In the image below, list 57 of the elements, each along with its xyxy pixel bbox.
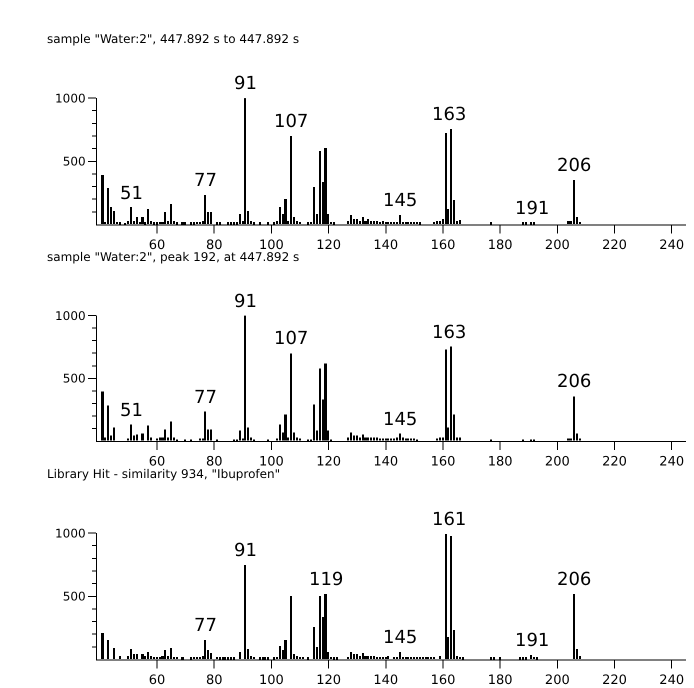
x-tick-label: 80 — [206, 454, 223, 470]
x-tick-label: 200 — [544, 673, 570, 688]
x-tick-label: 60 — [148, 454, 166, 470]
annotation: 206 — [557, 155, 592, 176]
annotation: 163 — [432, 322, 466, 343]
annotation: 107 — [274, 328, 308, 349]
annotation: 107 — [274, 111, 308, 132]
annotation: 206 — [557, 569, 592, 590]
x-tick-label: 160 — [430, 454, 456, 470]
y-tick-label: 1000 — [55, 91, 86, 106]
annotation: 191 — [515, 198, 550, 219]
annotation: 51 — [120, 183, 143, 204]
chart-title: Library Hit - similarity 934, "Ibuprofen" — [47, 467, 280, 481]
annotation: 91 — [234, 540, 257, 561]
x-tick-label: 140 — [373, 238, 398, 254]
annotation: 145 — [383, 190, 418, 211]
x-tick-label: 240 — [659, 673, 684, 688]
x-tick-label: 100 — [258, 673, 284, 688]
x-tick-label: 160 — [430, 238, 456, 254]
y-tick-label: 1000 — [55, 308, 86, 323]
annotation: 191 — [515, 630, 550, 651]
x-tick-label: 120 — [316, 454, 342, 470]
annotation: 91 — [234, 73, 257, 94]
x-tick-label: 240 — [659, 454, 684, 470]
annotation: 145 — [383, 627, 418, 648]
x-tick-label: 100 — [258, 454, 284, 470]
x-tick-label: 140 — [373, 673, 398, 688]
y-tick-label: 1000 — [55, 526, 86, 540]
annotation: 77 — [194, 387, 217, 408]
annotation: 77 — [194, 615, 217, 636]
annotation: 91 — [234, 291, 257, 312]
annotation: 161 — [432, 509, 466, 530]
x-tick-label: 120 — [316, 673, 342, 688]
x-tick-label: 120 — [316, 238, 342, 254]
chart-title: sample "Water:2", 447.892 s to 447.892 s — [47, 32, 300, 46]
y-tick-label: 500 — [62, 589, 86, 604]
x-tick-label: 220 — [602, 673, 627, 688]
x-tick-label: 180 — [488, 673, 513, 688]
x-tick-label: 160 — [430, 673, 456, 688]
x-tick-label: 200 — [544, 454, 570, 470]
x-tick-label: 140 — [373, 454, 398, 470]
x-tick-label: 180 — [488, 238, 513, 254]
x-tick-label: 240 — [659, 238, 684, 254]
x-tick-label: 220 — [602, 238, 627, 254]
x-tick-label: 80 — [206, 673, 223, 688]
x-tick-label: 200 — [544, 238, 570, 254]
y-tick-label: 500 — [62, 371, 86, 386]
annotation: 206 — [557, 371, 592, 392]
annotation: 163 — [432, 104, 466, 125]
annotation: 119 — [309, 569, 344, 590]
x-tick-label: 180 — [488, 454, 513, 470]
annotation: 77 — [194, 170, 217, 191]
x-tick-label: 60 — [148, 673, 166, 688]
y-tick-label: 500 — [62, 154, 86, 168]
x-tick-label: 220 — [602, 454, 627, 470]
annotation: 51 — [120, 400, 143, 421]
annotation: 145 — [383, 409, 418, 430]
